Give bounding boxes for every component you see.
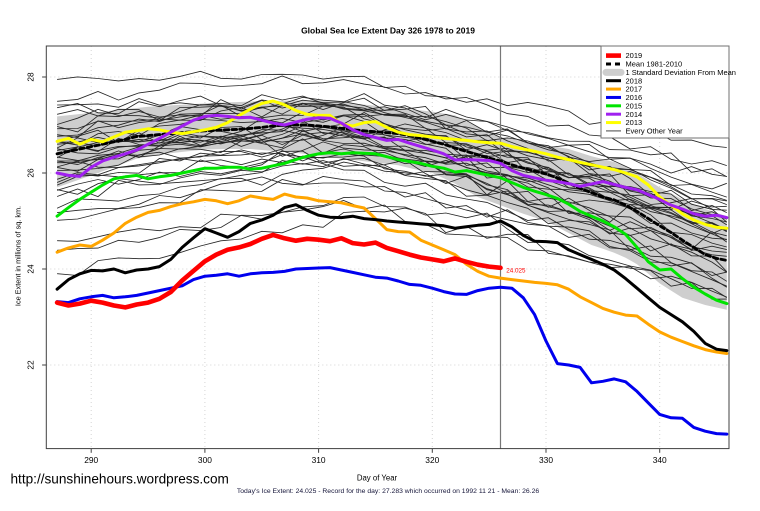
svg-text:Ice Extent in millions of sq.: Ice Extent in millions of sq. km. [14, 206, 23, 306]
svg-text:2013: 2013 [626, 118, 643, 127]
svg-text:2015: 2015 [626, 101, 643, 110]
svg-text:Day of Year: Day of Year [357, 474, 398, 483]
svg-text:24: 24 [26, 264, 36, 274]
svg-text:310: 310 [312, 455, 326, 465]
svg-text:2014: 2014 [626, 110, 643, 119]
svg-text:26: 26 [26, 168, 36, 178]
svg-text:Global Sea Ice Extent Day 326: Global Sea Ice Extent Day 326 1978 to 20… [301, 26, 475, 36]
svg-text:290: 290 [84, 455, 98, 465]
svg-text:2017: 2017 [626, 85, 643, 94]
svg-text:28: 28 [26, 72, 36, 82]
svg-text:300: 300 [198, 455, 212, 465]
svg-text:320: 320 [425, 455, 439, 465]
svg-text:Every Other Year: Every Other Year [626, 127, 684, 136]
svg-text:Today's Ice Extent: 24.025 -: Today's Ice Extent: 24.025 - Record for … [237, 488, 540, 495]
svg-text:http://sunshinehours.wordpress: http://sunshinehours.wordpress.com [11, 471, 229, 486]
svg-text:2018: 2018 [626, 76, 643, 85]
svg-text:2019: 2019 [626, 51, 643, 60]
svg-text:24.025: 24.025 [506, 267, 526, 274]
svg-text:22: 22 [26, 360, 36, 370]
svg-text:2016: 2016 [626, 93, 643, 102]
svg-text:330: 330 [539, 455, 553, 465]
svg-text:Mean 1981-2010: Mean 1981-2010 [626, 60, 683, 69]
svg-text:1 Standard Deviation From Mean: 1 Standard Deviation From Mean [626, 68, 736, 77]
svg-text:340: 340 [653, 455, 667, 465]
